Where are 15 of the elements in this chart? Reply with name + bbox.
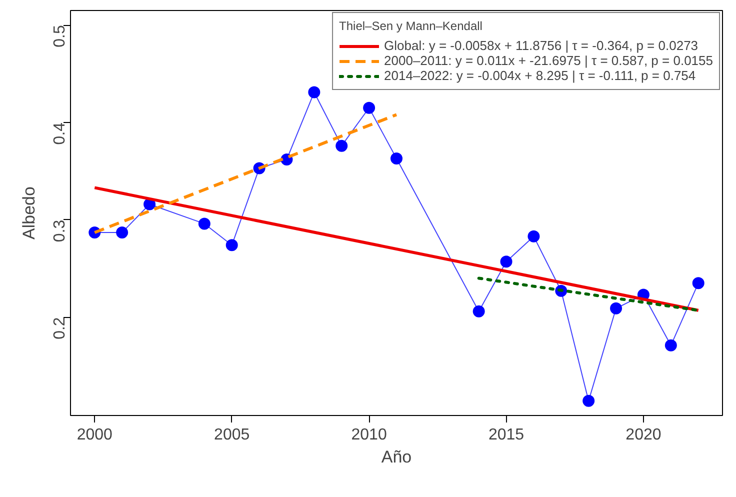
y-tick-label: 0.4 <box>52 122 68 145</box>
y-tick-label: 0.3 <box>52 220 68 242</box>
x-tick-label: 2005 <box>214 426 250 444</box>
legend-label: Global: y = -0.0058x + 11.8756 | τ = -0.364, p = 0.0273 <box>384 38 698 53</box>
x-axis-title: Año <box>381 448 412 466</box>
x-tick-label: 2020 <box>626 426 662 444</box>
y-axis-title: Albedo <box>20 186 38 240</box>
legend-label: 2000–2011: y = 0.011x + -21.6975 | τ = 0.587, p = 0.0155 <box>384 53 713 68</box>
legend-label: 2014–2022: y = -0.004x + 8.295 | τ = -0.111, p = 0.754 <box>384 68 696 83</box>
x-tick-label: 2000 <box>76 426 113 444</box>
legend-title: Thiel–Sen y Mann–Kendall <box>339 19 484 33</box>
y-tick-label: 0.2 <box>52 317 68 340</box>
x-tick-label: 2015 <box>488 426 524 444</box>
y-tick-label: 0.5 <box>52 25 68 48</box>
x-tick-label: 2010 <box>351 426 387 444</box>
